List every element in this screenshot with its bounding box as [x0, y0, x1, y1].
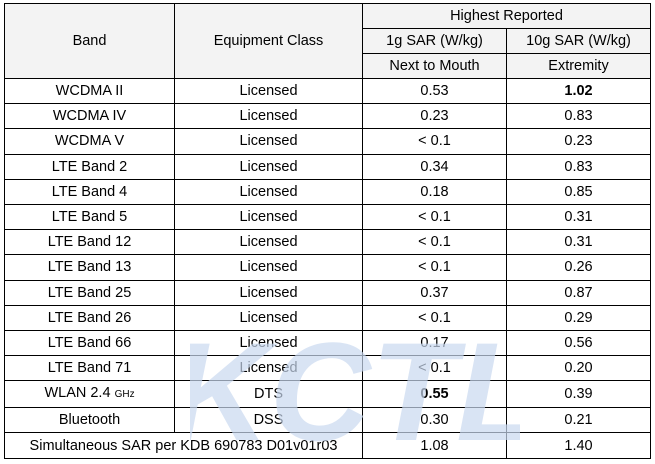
table-row: LTE Band 13 Licensed < 0.1 0.26 — [4, 254, 651, 281]
sar-1g-cell: 0.17 — [362, 329, 507, 357]
table-row: LTE Band 12 Licensed < 0.1 0.31 — [4, 229, 651, 256]
equipment-class-cell: Licensed — [174, 279, 363, 306]
sar-1g-cell: < 0.1 — [362, 254, 507, 281]
footer-row: Simultaneous SAR per KDB 690783 D01v01r0… — [4, 432, 651, 459]
header-next-to-mouth: Next to Mouth — [362, 53, 507, 79]
equipment-class-cell: Licensed — [174, 103, 363, 130]
band-cell: LTE Band 71 — [4, 355, 175, 382]
equipment-class-cell: Licensed — [174, 128, 363, 155]
table-body: WCDMA II Licensed 0.53 1.02 WCDMA IV Lic… — [4, 77, 651, 459]
table-row: WLAN 2.4 GHz DTS 0.55 0.39 — [4, 380, 651, 409]
simultaneous-sar-10g: 1.40 — [506, 432, 651, 459]
sar-1g-cell: 0.55 — [362, 380, 507, 409]
header-extremity: Extremity — [506, 53, 651, 79]
equipment-class-cell: Licensed — [174, 254, 363, 281]
sar-1g-cell: < 0.1 — [362, 203, 507, 231]
sar-summary-table-container: Band Equipment Class Highest Reported 1g… — [4, 3, 651, 459]
sar-1g-cell: < 0.1 — [362, 355, 507, 382]
band-unit: GHz — [114, 389, 135, 401]
band-cell: WCDMA II — [4, 77, 175, 105]
band-cell: LTE Band 66 — [4, 329, 175, 357]
sar-10g-cell: 0.20 — [506, 355, 651, 382]
simultaneous-sar-1g: 1.08 — [362, 432, 507, 459]
equipment-class-cell: Licensed — [174, 304, 363, 331]
header-1g-sar: 1g SAR (W/kg) — [362, 28, 507, 54]
header-band: Band — [4, 3, 175, 79]
sar-10g-cell: 0.21 — [506, 407, 651, 434]
sar-1g-cell: < 0.1 — [362, 304, 507, 331]
band-cell: LTE Band 25 — [4, 279, 175, 306]
band-cell: LTE Band 2 — [4, 153, 175, 180]
band-label: WLAN 2.4 — [44, 385, 111, 402]
table-row: LTE Band 71 Licensed < 0.1 0.20 — [4, 355, 651, 382]
sar-10g-cell: 0.83 — [506, 153, 651, 180]
equipment-class-cell: Licensed — [174, 153, 363, 180]
equipment-class-cell: DSS — [174, 407, 363, 434]
sar-summary-table: Band Equipment Class Highest Reported 1g… — [4, 3, 651, 459]
table-row: LTE Band 26 Licensed < 0.1 0.29 — [4, 304, 651, 331]
simultaneous-sar-label: Simultaneous SAR per KDB 690783 D01v01r0… — [4, 432, 363, 459]
sar-1g-cell: 0.37 — [362, 279, 507, 306]
sar-10g-cell: 1.02 — [506, 77, 651, 105]
band-cell: WLAN 2.4 GHz — [4, 380, 175, 409]
sar-10g-cell: 0.39 — [506, 380, 651, 409]
equipment-class-cell: DTS — [174, 380, 363, 409]
sar-1g-cell: < 0.1 — [362, 128, 507, 155]
band-cell: WCDMA IV — [4, 103, 175, 130]
table-row: LTE Band 25 Licensed 0.37 0.87 — [4, 279, 651, 306]
band-cell: LTE Band 5 — [4, 203, 175, 231]
band-cell: Bluetooth — [4, 407, 175, 434]
sar-1g-cell: 0.18 — [362, 178, 507, 205]
band-cell: WCDMA V — [4, 128, 175, 155]
table-row: LTE Band 5 Licensed < 0.1 0.31 — [4, 203, 651, 231]
band-cell: LTE Band 26 — [4, 304, 175, 331]
table-row: WCDMA II Licensed 0.53 1.02 — [4, 77, 651, 105]
sar-10g-cell: 0.85 — [506, 178, 651, 205]
table-row: LTE Band 2 Licensed 0.34 0.83 — [4, 153, 651, 180]
sar-1g-cell: 0.34 — [362, 153, 507, 180]
equipment-class-cell: Licensed — [174, 355, 363, 382]
header-10g-sar: 10g SAR (W/kg) — [506, 28, 651, 54]
band-cell: LTE Band 4 — [4, 178, 175, 205]
table-row: WCDMA IV Licensed 0.23 0.83 — [4, 103, 651, 130]
sar-10g-cell: 0.29 — [506, 304, 651, 331]
equipment-class-cell: Licensed — [174, 329, 363, 357]
sar-10g-cell: 0.56 — [506, 329, 651, 357]
equipment-class-cell: Licensed — [174, 203, 363, 231]
sar-10g-cell: 0.31 — [506, 203, 651, 231]
equipment-class-cell: Licensed — [174, 229, 363, 256]
sar-10g-cell: 0.31 — [506, 229, 651, 256]
equipment-class-cell: Licensed — [174, 77, 363, 105]
sar-1g-cell: 0.53 — [362, 77, 507, 105]
sar-10g-cell: 0.26 — [506, 254, 651, 281]
band-cell: LTE Band 12 — [4, 229, 175, 256]
sar-1g-cell: 0.30 — [362, 407, 507, 434]
table-row: LTE Band 66 Licensed 0.17 0.56 — [4, 329, 651, 357]
header-highest-reported: Highest Reported — [362, 3, 651, 29]
sar-1g-cell: < 0.1 — [362, 229, 507, 256]
sar-10g-cell: 0.23 — [506, 128, 651, 155]
equipment-class-cell: Licensed — [174, 178, 363, 205]
sar-10g-cell: 0.87 — [506, 279, 651, 306]
table-row: LTE Band 4 Licensed 0.18 0.85 — [4, 178, 651, 205]
band-cell: LTE Band 13 — [4, 254, 175, 281]
table-row: WCDMA V Licensed < 0.1 0.23 — [4, 128, 651, 155]
table-row: Bluetooth DSS 0.30 0.21 — [4, 407, 651, 434]
sar-1g-cell: 0.23 — [362, 103, 507, 130]
sar-10g-cell: 0.83 — [506, 103, 651, 130]
header-equipment-class: Equipment Class — [174, 3, 363, 79]
